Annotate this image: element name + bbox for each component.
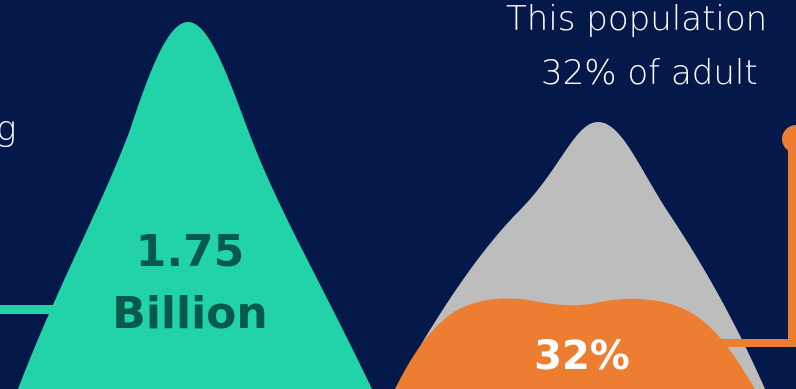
right-connector-horizontal [715, 339, 796, 347]
orange-stat-value: 32% [534, 333, 630, 379]
right-connector-dot [782, 125, 796, 153]
left-caption-fragment: g [0, 109, 17, 149]
left-connector-line [0, 305, 90, 314]
right-caption-line-2: 32% of adult [541, 53, 758, 93]
orange-share-shape [395, 298, 755, 389]
teal-peak-shape [18, 22, 372, 389]
teal-stat-unit: Billion [112, 288, 268, 339]
right-caption-line-1: This population [506, 0, 768, 39]
teal-stat-value: 1.75 [135, 226, 245, 277]
right-connector-vertical [788, 140, 796, 345]
